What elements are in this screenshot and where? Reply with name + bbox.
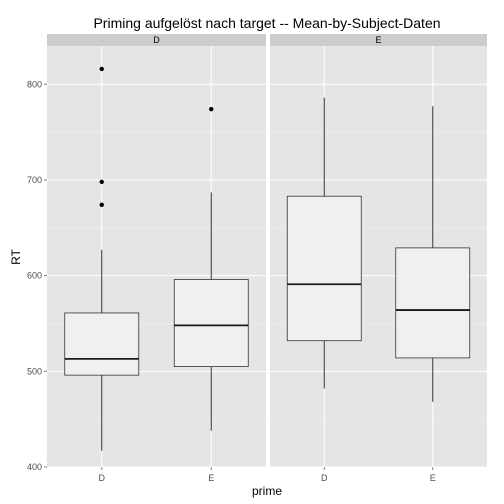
outlier-point <box>99 179 104 185</box>
outlier-point <box>99 202 104 208</box>
y-tick-label: 700 <box>27 175 42 185</box>
facet-strip-d <box>47 34 266 46</box>
y-tick-label: 400 <box>27 462 42 472</box>
y-tick-label: 600 <box>27 271 42 281</box>
outlier-point <box>209 106 214 112</box>
facet-panels: D D E E D E <box>47 34 487 483</box>
outlier-point <box>99 66 104 72</box>
chart-title: Priming aufgelöst nach target -- Mean-by… <box>93 15 440 31</box>
box-e-e <box>395 106 471 402</box>
box-body <box>64 312 140 376</box>
x-tick-label: D <box>99 473 106 483</box>
facet-panel-d: D D E <box>47 34 266 483</box>
x-tick-label: D <box>321 473 328 483</box>
y-tick-label: 800 <box>27 79 42 89</box>
box-body <box>286 195 362 342</box>
facet-strip-label: D <box>153 35 160 45</box>
x-tick-label: E <box>430 473 436 483</box>
y-tick-label: 500 <box>27 366 42 376</box>
box-e-d <box>286 97 362 389</box>
y-axis-title: RT <box>9 248 23 264</box>
y-axis: 400 500 600 700 800 <box>27 79 47 472</box>
box-d-e <box>173 106 249 431</box>
x-axis-title: prime <box>252 484 282 498</box>
facet-panel-e: E D E <box>270 34 487 483</box>
box-body <box>173 279 249 367</box>
x-tick-label: E <box>208 473 214 483</box>
facet-strip-label: E <box>375 35 381 45</box>
box-d-d <box>64 66 140 451</box>
panel-background <box>47 46 266 467</box>
box-body <box>395 247 471 359</box>
facet-strip-e <box>270 34 487 46</box>
